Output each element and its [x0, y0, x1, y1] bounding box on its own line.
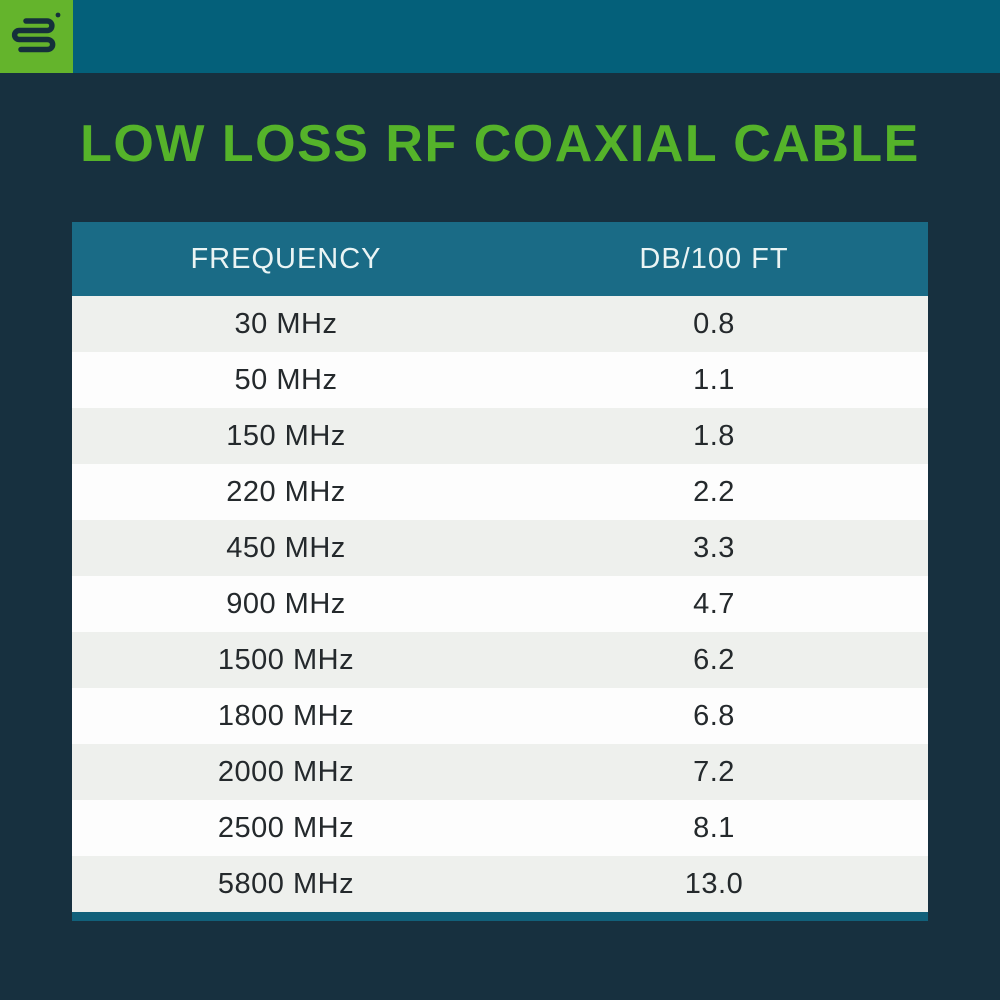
brand-monogram-icon: [0, 0, 73, 76]
db-cell: 1.1: [500, 352, 928, 408]
table-row: 5800 MHz 13.0: [72, 856, 928, 912]
frequency-cell: 30 MHz: [72, 296, 500, 352]
frequency-cell: 2000 MHz: [72, 744, 500, 800]
db-cell: 6.8: [500, 688, 928, 744]
db-cell: 2.2: [500, 464, 928, 520]
table-row: 900 MHz 4.7: [72, 576, 928, 632]
frequency-cell: 2500 MHz: [72, 800, 500, 856]
top-bar: [0, 0, 1000, 73]
frequency-cell: 220 MHz: [72, 464, 500, 520]
db-cell: 6.2: [500, 632, 928, 688]
table-row: 2500 MHz 8.1: [72, 800, 928, 856]
frequency-cell: 150 MHz: [72, 408, 500, 464]
table-bottom-accent-strip: [72, 912, 928, 921]
table-header-row: FREQUENCY DB/100 FT: [72, 222, 928, 296]
table-row: 220 MHz 2.2: [72, 464, 928, 520]
db-cell: 0.8: [500, 296, 928, 352]
frequency-cell: 50 MHz: [72, 352, 500, 408]
table-row: 2000 MHz 7.2: [72, 744, 928, 800]
frequency-cell: 900 MHz: [72, 576, 500, 632]
trademark-dot: [55, 12, 61, 17]
table-row: 30 MHz 0.8: [72, 296, 928, 352]
column-header-db: DB/100 FT: [500, 222, 928, 296]
table-row: 1800 MHz 6.8: [72, 688, 928, 744]
frequency-cell: 5800 MHz: [72, 856, 500, 912]
table-row: 1500 MHz 6.2: [72, 632, 928, 688]
frequency-cell: 1800 MHz: [72, 688, 500, 744]
page-title: LOW LOSS RF COAXIAL CABLE: [80, 115, 920, 173]
db-cell: 3.3: [500, 520, 928, 576]
db-cell: 1.8: [500, 408, 928, 464]
table-row: 150 MHz 1.8: [72, 408, 928, 464]
frequency-cell: 450 MHz: [72, 520, 500, 576]
db-cell: 13.0: [500, 856, 928, 912]
db-cell: 8.1: [500, 800, 928, 856]
table-row: 50 MHz 1.1: [72, 352, 928, 408]
table-row: 450 MHz 3.3: [72, 520, 928, 576]
db-cell: 7.2: [500, 744, 928, 800]
column-header-frequency: FREQUENCY: [72, 222, 500, 296]
brand-logo: [0, 0, 73, 73]
frequency-cell: 1500 MHz: [72, 632, 500, 688]
db-cell: 4.7: [500, 576, 928, 632]
attenuation-table: FREQUENCY DB/100 FT 30 MHz 0.8 50 MHz 1.…: [72, 222, 928, 921]
